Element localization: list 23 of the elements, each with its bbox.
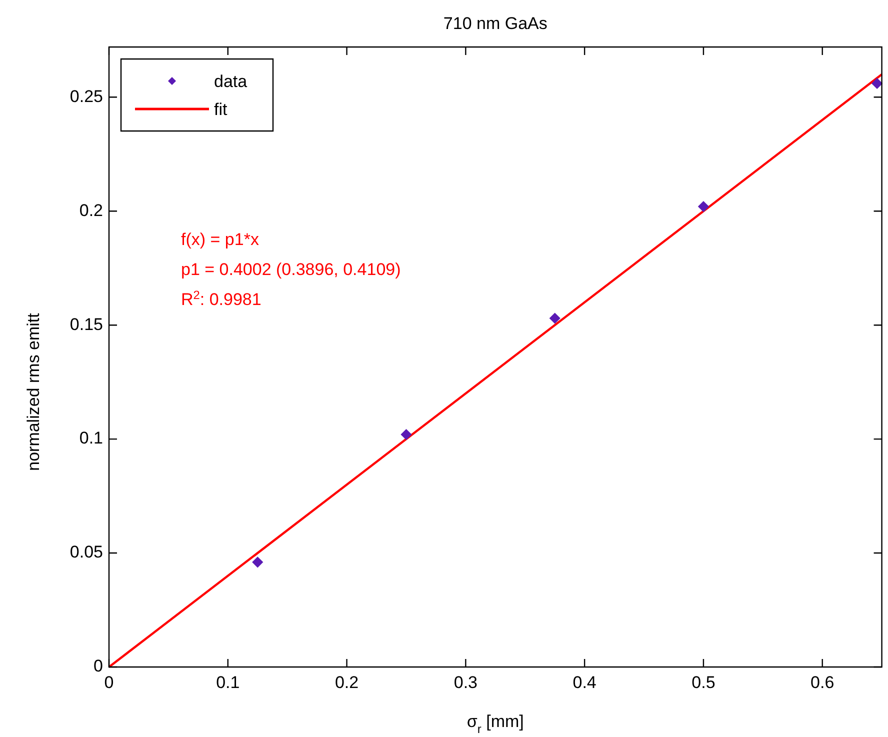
y-tick-label: 0.2 xyxy=(79,200,103,220)
x-tick-label: 0.6 xyxy=(810,672,834,692)
annotation: p1 = 0.4002 (0.3896, 0.4109) xyxy=(181,260,401,279)
point xyxy=(401,429,412,440)
y-tick-label: 0 xyxy=(94,656,103,676)
y-axis-title: normalized rms emitt xyxy=(24,312,43,471)
point xyxy=(698,201,709,212)
chart-title: 710 nm GaAs xyxy=(443,14,548,33)
x-tick-label: 0.5 xyxy=(692,672,716,692)
point xyxy=(550,313,560,324)
y-tick-label: 0.05 xyxy=(70,542,103,562)
legend-label: data xyxy=(214,72,248,91)
point xyxy=(252,557,263,568)
legend-label: fit xyxy=(214,100,228,119)
x-tick-label: 0.2 xyxy=(334,672,359,692)
x-tick-label: 0.1 xyxy=(216,672,240,692)
x-tick-label: 0.3 xyxy=(454,672,478,692)
annotation: f(x) = p1*x xyxy=(181,230,260,249)
y-tick-label: 0.15 xyxy=(70,314,103,334)
point xyxy=(872,78,882,89)
y-tick-label: 0.1 xyxy=(79,428,103,448)
y-tick-label: 0.25 xyxy=(70,86,103,106)
x-tick-label: 0.4 xyxy=(572,672,596,692)
